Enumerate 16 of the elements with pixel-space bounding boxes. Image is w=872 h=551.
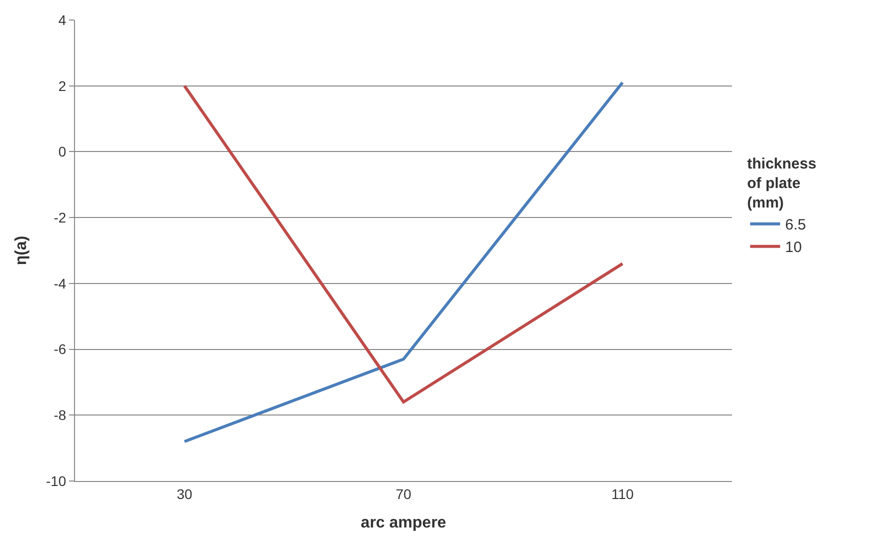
y-tick-label: 2 (58, 78, 66, 94)
y-tick-label: 4 (58, 12, 66, 28)
x-tick-label: 110 (611, 486, 634, 502)
x-tick-label: 30 (176, 486, 192, 502)
y-tick-label: -4 (54, 275, 66, 292)
legend-label: 6.5 (785, 216, 806, 234)
y-tick-label: -8 (54, 407, 66, 424)
y-tick-label: -6 (54, 341, 66, 358)
x-axis-title: arc ampere (360, 514, 446, 532)
y-axis-title: η(a) (12, 236, 30, 266)
legend-label: 10 (785, 239, 802, 256)
x-tick-label: 70 (396, 486, 412, 502)
y-tick-label: -2 (54, 209, 66, 226)
y-tick-label: 0 (58, 144, 66, 160)
y-tick-label: -10 (46, 472, 66, 489)
legend-title: thickness of plate (mm) (747, 156, 816, 212)
